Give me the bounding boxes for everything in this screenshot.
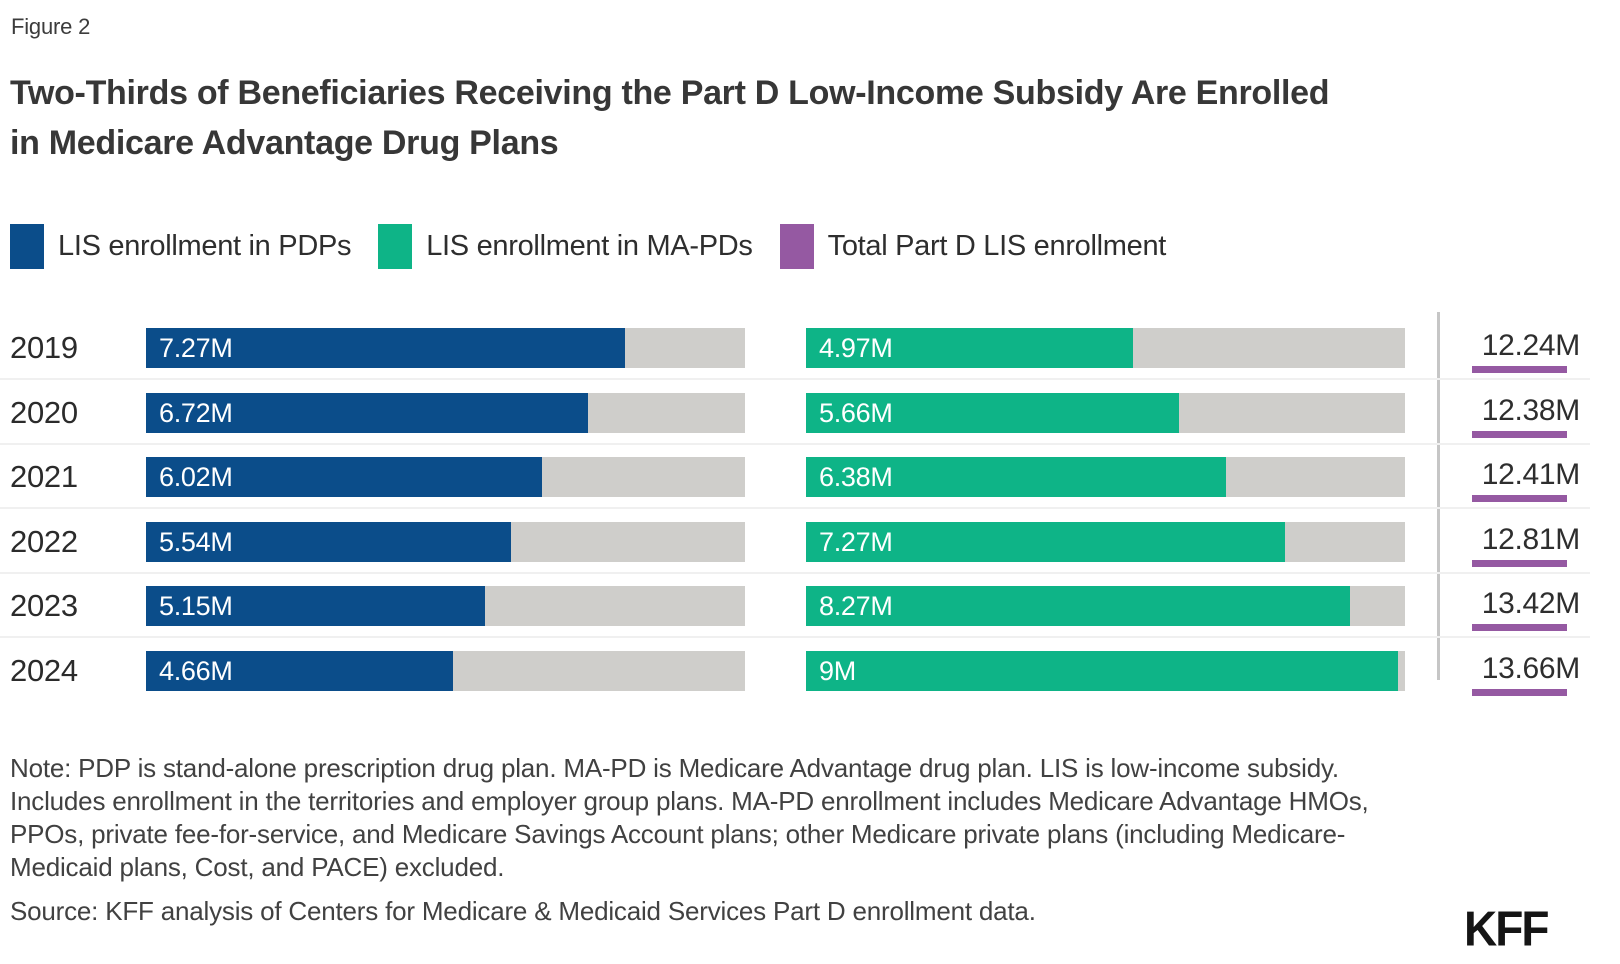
legend: LIS enrollment in PDPs LIS enrollment in…	[10, 224, 1193, 269]
kff-logo: KFF	[1464, 901, 1549, 957]
legend-item-pdp: LIS enrollment in PDPs	[10, 224, 352, 269]
mapd-bar-fill: 8.27M	[806, 586, 1351, 626]
total-value-label: 12.38M	[1481, 394, 1581, 427]
total-value-label: 12.81M	[1481, 523, 1581, 556]
mapd-swatch-icon	[378, 224, 413, 269]
pdp-bar-fill: 5.54M	[146, 522, 511, 562]
mapd-bar-value-label: 9M	[819, 655, 856, 686]
totals-column-divider	[1437, 312, 1440, 680]
year-label: 2020	[10, 395, 78, 430]
year-label: 2024	[10, 653, 78, 688]
mapd-bar-track: 7.27M	[806, 522, 1405, 562]
pdp-bar-track: 6.72M	[146, 393, 745, 433]
total-value-label: 12.24M	[1481, 329, 1581, 362]
mapd-bar-track: 5.66M	[806, 393, 1405, 433]
pdp-bar-value-label: 6.72M	[159, 397, 233, 428]
mapd-bar-value-label: 7.27M	[819, 526, 893, 557]
pdp-bar-value-label: 5.15M	[159, 590, 233, 621]
total-value-label: 13.66M	[1481, 652, 1581, 685]
mapd-bar-value-label: 4.97M	[819, 332, 893, 363]
year-label: 2022	[10, 524, 78, 559]
mapd-bar-track: 8.27M	[806, 586, 1405, 626]
total-underline-bar	[1472, 560, 1567, 567]
pdp-bar-value-label: 6.02M	[159, 461, 233, 492]
total-underline-bar	[1472, 431, 1567, 438]
total-value-label: 12.41M	[1481, 458, 1581, 491]
mapd-bar-fill: 4.97M	[806, 328, 1134, 368]
pdp-swatch-icon	[10, 224, 44, 269]
mapd-bar-fill: 7.27M	[806, 522, 1285, 562]
pdp-bar-fill: 6.02M	[146, 457, 543, 497]
mapd-bar-fill: 9M	[806, 651, 1399, 691]
legend-item-mapd: LIS enrollment in MA-PDs	[378, 224, 753, 269]
pdp-bar-fill: 6.72M	[146, 393, 589, 433]
pdp-bar-value-label: 5.54M	[159, 526, 233, 557]
mapd-bar-value-label: 5.66M	[819, 397, 893, 428]
year-label: 2023	[10, 588, 78, 623]
year-label: 2021	[10, 459, 78, 494]
pdp-bar-value-label: 7.27M	[159, 332, 233, 363]
mapd-bar-track: 4.97M	[806, 328, 1405, 368]
mapd-bar-fill: 6.38M	[806, 457, 1226, 497]
legend-label-pdp: LIS enrollment in PDPs	[58, 230, 352, 262]
chart-title: Two-Thirds of Beneficiaries Receiving th…	[10, 68, 1570, 168]
row-separator	[0, 636, 1590, 638]
total-underline-bar	[1472, 366, 1567, 373]
total-value-label: 13.42M	[1481, 587, 1581, 620]
chart-title-line2: in Medicare Advantage Drug Plans	[10, 124, 559, 162]
mapd-bar-track: 9M	[806, 651, 1405, 691]
pdp-bar-track: 7.27M	[146, 328, 745, 368]
figure-label: Figure 2	[11, 14, 91, 39]
row-separator	[0, 572, 1590, 574]
total-swatch-icon	[779, 224, 814, 269]
pdp-bar-track: 4.66M	[146, 651, 745, 691]
total-underline-bar	[1472, 689, 1567, 696]
pdp-bar-fill: 5.15M	[146, 586, 485, 626]
row-separator	[0, 507, 1590, 509]
pdp-bar-fill: 4.66M	[146, 651, 453, 691]
mapd-bar-track: 6.38M	[806, 457, 1405, 497]
chart-title-line1: Two-Thirds of Beneficiaries Receiving th…	[10, 74, 1330, 112]
total-underline-bar	[1472, 495, 1567, 502]
note-text: Note: PDP is stand-alone prescription dr…	[10, 753, 1369, 882]
year-label: 2019	[10, 330, 78, 365]
mapd-bar-value-label: 8.27M	[819, 590, 893, 621]
source-text: Source: KFF analysis of Centers for Medi…	[10, 896, 1036, 926]
mapd-bar-value-label: 6.38M	[819, 461, 893, 492]
pdp-bar-value-label: 4.66M	[159, 655, 233, 686]
row-separator	[0, 443, 1590, 445]
row-separator	[0, 378, 1590, 380]
legend-label-total: Total Part D LIS enrollment	[827, 230, 1167, 262]
total-underline-bar	[1472, 624, 1567, 631]
mapd-bar-fill: 5.66M	[806, 393, 1179, 433]
bar-chart: 2019 7.27M 4.97M 12.24M 2020 6.72M 5.66M 12.38M…	[0, 300, 1620, 700]
legend-label-mapd: LIS enrollment in MA-PDs	[426, 230, 753, 262]
pdp-bar-track: 5.15M	[146, 586, 745, 626]
pdp-bar-fill: 7.27M	[146, 328, 625, 368]
pdp-bar-track: 5.54M	[146, 522, 745, 562]
pdp-bar-track: 6.02M	[146, 457, 745, 497]
legend-item-total: Total Part D LIS enrollment	[779, 224, 1167, 269]
